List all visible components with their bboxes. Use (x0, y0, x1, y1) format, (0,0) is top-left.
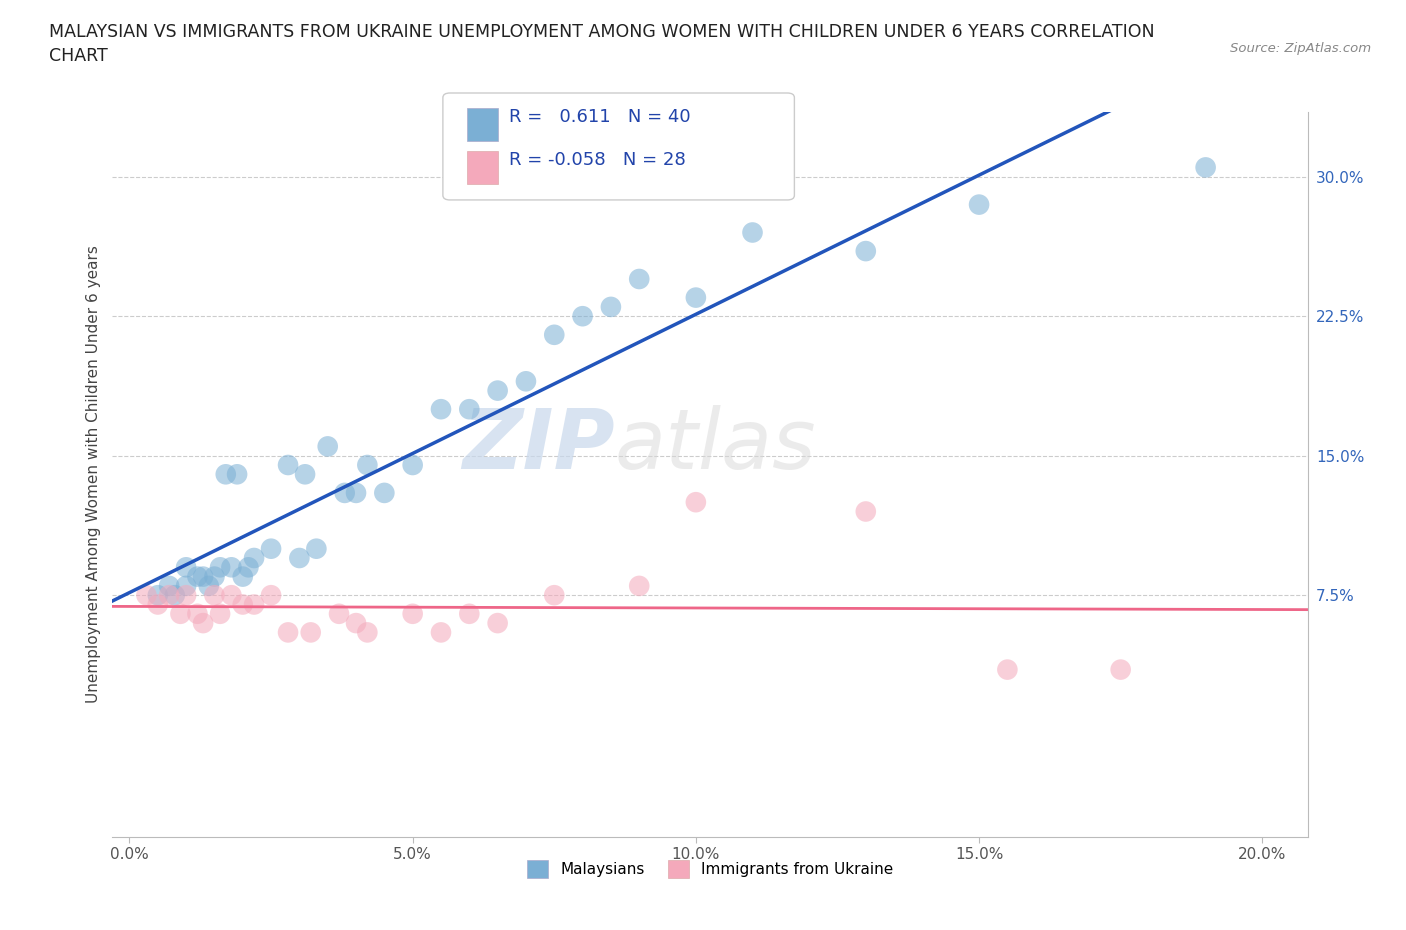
Point (430, 625, 453, 640)
Legend: Malaysians, Immigrants from Ukraine: Malaysians, Immigrants from Ukraine (520, 854, 900, 883)
Point (294, 467, 316, 482)
Point (169, 606, 191, 621)
Point (486, 616, 509, 631)
Point (243, 597, 266, 612)
Point (288, 551, 311, 565)
Point (1194, 160, 1216, 175)
Point (685, 495, 707, 510)
Point (855, 244, 877, 259)
Point (238, 560, 260, 575)
Point (146, 588, 169, 603)
Point (328, 606, 350, 621)
Point (402, 458, 425, 472)
Y-axis label: Unemployment Among Women with Children Under 6 years: Unemployment Among Women with Children U… (86, 246, 101, 703)
Point (232, 569, 254, 584)
Point (186, 606, 208, 621)
Point (1109, 662, 1132, 677)
Point (226, 467, 249, 482)
Point (174, 560, 197, 575)
Text: R =   0.611   N = 40: R = 0.611 N = 40 (509, 108, 690, 126)
Point (209, 560, 232, 575)
Point (967, 197, 990, 212)
Point (215, 467, 238, 482)
Point (277, 625, 299, 640)
Point (146, 597, 169, 612)
Point (191, 616, 214, 631)
Point (157, 588, 180, 603)
Point (571, 309, 593, 324)
Point (685, 290, 707, 305)
Point (628, 578, 651, 593)
Point (356, 625, 378, 640)
Point (543, 327, 565, 342)
Text: atlas: atlas (614, 405, 815, 485)
Point (174, 588, 197, 603)
Point (344, 616, 367, 631)
Point (174, 578, 197, 593)
Point (600, 299, 623, 314)
Point (486, 383, 509, 398)
Point (204, 588, 226, 603)
Point (221, 560, 243, 575)
Point (135, 588, 157, 603)
Point (855, 504, 877, 519)
Point (197, 578, 219, 593)
Point (402, 606, 425, 621)
Point (260, 588, 283, 603)
Point (305, 541, 328, 556)
Point (458, 402, 481, 417)
Point (243, 551, 266, 565)
Point (316, 439, 339, 454)
Text: ZIP: ZIP (461, 405, 614, 485)
Point (430, 402, 453, 417)
Text: Source: ZipAtlas.com: Source: ZipAtlas.com (1230, 42, 1371, 55)
Point (221, 588, 243, 603)
Point (741, 225, 763, 240)
Point (995, 662, 1018, 677)
Point (543, 588, 565, 603)
Point (204, 569, 226, 584)
Point (356, 458, 378, 472)
Point (157, 578, 180, 593)
Point (458, 606, 481, 621)
Point (333, 485, 356, 500)
Point (186, 569, 208, 584)
Point (163, 588, 186, 603)
Point (373, 485, 395, 500)
Text: MALAYSIAN VS IMMIGRANTS FROM UKRAINE UNEMPLOYMENT AMONG WOMEN WITH CHILDREN UNDE: MALAYSIAN VS IMMIGRANTS FROM UKRAINE UNE… (49, 23, 1154, 65)
Point (277, 458, 299, 472)
Point (191, 569, 214, 584)
Point (260, 541, 283, 556)
Point (232, 597, 254, 612)
Point (299, 625, 322, 640)
Point (209, 606, 232, 621)
Point (628, 272, 651, 286)
Point (515, 374, 537, 389)
Point (344, 485, 367, 500)
Text: R = -0.058   N = 28: R = -0.058 N = 28 (509, 151, 686, 168)
